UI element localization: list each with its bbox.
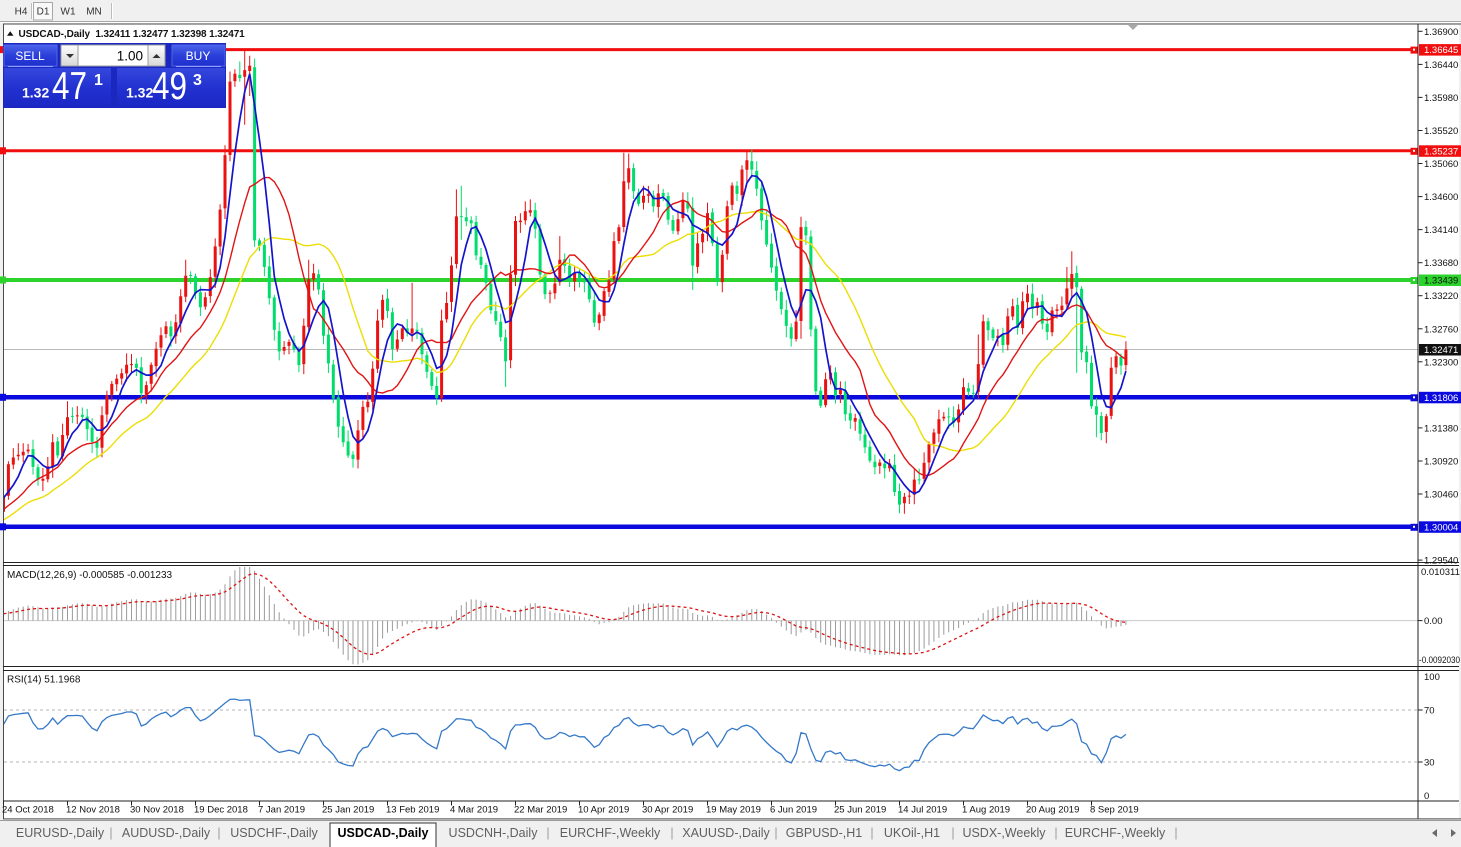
svg-text:H4: H4 [15, 7, 28, 18]
svg-text:1.30460: 1.30460 [1424, 490, 1458, 501]
svg-text:4 Mar 2019: 4 Mar 2019 [450, 805, 498, 816]
svg-text:10 Apr 2019: 10 Apr 2019 [578, 805, 629, 816]
svg-text:1.30920: 1.30920 [1424, 457, 1458, 468]
svg-text:19 Dec 2018: 19 Dec 2018 [194, 805, 248, 816]
svg-text:USDX-,Weekly: USDX-,Weekly [962, 826, 1046, 840]
svg-text:1.34140: 1.34140 [1424, 225, 1458, 236]
svg-text:1.32300: 1.32300 [1424, 357, 1458, 368]
svg-text:0.00: 0.00 [1424, 616, 1443, 627]
svg-text:USDCNH-,Daily: USDCNH-,Daily [449, 826, 539, 840]
svg-text:19 May 2019: 19 May 2019 [706, 805, 761, 816]
svg-text:|: | [1174, 826, 1177, 840]
svg-text:1.35060: 1.35060 [1424, 159, 1458, 170]
svg-text:1.35237: 1.35237 [1424, 146, 1458, 157]
svg-text:3: 3 [193, 72, 202, 89]
svg-text:1.35980: 1.35980 [1424, 93, 1458, 104]
svg-text:|: | [546, 826, 549, 840]
svg-text:1.33680: 1.33680 [1424, 258, 1458, 269]
svg-text:12 Nov 2018: 12 Nov 2018 [66, 805, 120, 816]
svg-text:USDCAD-,Daily 1.32411 1.32477: USDCAD-,Daily 1.32411 1.32477 1.32398 1.… [19, 29, 246, 40]
svg-text:1.29540: 1.29540 [1424, 556, 1458, 567]
svg-text:1.32760: 1.32760 [1424, 324, 1458, 335]
svg-text:25 Jun 2019: 25 Jun 2019 [834, 805, 886, 816]
svg-text:1.36900: 1.36900 [1424, 27, 1458, 38]
svg-text:1.33439: 1.33439 [1424, 276, 1458, 287]
svg-text:1 Aug 2019: 1 Aug 2019 [962, 805, 1010, 816]
svg-text:1.30004: 1.30004 [1424, 522, 1458, 533]
svg-text:|: | [870, 826, 873, 840]
svg-text:1.34600: 1.34600 [1424, 192, 1458, 203]
svg-text:1.32: 1.32 [126, 85, 153, 101]
svg-text:22 Mar 2019: 22 Mar 2019 [514, 805, 567, 816]
svg-text:1.33220: 1.33220 [1424, 291, 1458, 302]
svg-text:70: 70 [1424, 706, 1435, 717]
svg-text:1.36645: 1.36645 [1424, 45, 1458, 56]
svg-text:EURUSD-,Daily: EURUSD-,Daily [16, 826, 105, 840]
svg-text:UKOil-,H1: UKOil-,H1 [884, 826, 940, 840]
svg-text:30 Apr 2019: 30 Apr 2019 [642, 805, 693, 816]
svg-text:30 Nov 2018: 30 Nov 2018 [130, 805, 184, 816]
svg-text:7 Jan 2019: 7 Jan 2019 [258, 805, 305, 816]
svg-text:13 Feb 2019: 13 Feb 2019 [386, 805, 439, 816]
svg-text:49: 49 [152, 65, 187, 108]
svg-text:MACD(12,26,9) -0.000585 -0.001: MACD(12,26,9) -0.000585 -0.001233 [7, 570, 173, 581]
svg-text:USDCAD-,Daily: USDCAD-,Daily [338, 826, 429, 840]
svg-text:USDCHF-,Daily: USDCHF-,Daily [230, 826, 318, 840]
svg-text:14 Jul 2019: 14 Jul 2019 [898, 805, 947, 816]
svg-text:XAUUSD-,Daily: XAUUSD-,Daily [682, 826, 770, 840]
svg-text:1.35520: 1.35520 [1424, 126, 1458, 137]
svg-text:SELL: SELL [15, 49, 45, 63]
svg-text:1.31806: 1.31806 [1424, 393, 1458, 404]
svg-text:BUY: BUY [186, 49, 211, 63]
svg-text:|: | [951, 826, 954, 840]
svg-text:EURCHF-,Weekly: EURCHF-,Weekly [1065, 826, 1166, 840]
svg-text:1.36440: 1.36440 [1424, 60, 1458, 71]
svg-text:EURCHF-,Weekly: EURCHF-,Weekly [560, 826, 661, 840]
svg-text:1: 1 [94, 72, 103, 89]
svg-text:1.32: 1.32 [22, 85, 49, 101]
svg-text:1.31380: 1.31380 [1424, 423, 1458, 434]
svg-text:|: | [1054, 826, 1057, 840]
svg-text:GBPUSD-,H1: GBPUSD-,H1 [786, 826, 862, 840]
svg-text:|: | [217, 826, 220, 840]
svg-text:0: 0 [1424, 791, 1429, 802]
svg-text:25 Jan 2019: 25 Jan 2019 [322, 805, 374, 816]
svg-text:30: 30 [1424, 758, 1435, 769]
svg-text:6 Jun 2019: 6 Jun 2019 [770, 805, 817, 816]
svg-text:RSI(14) 51.1968: RSI(14) 51.1968 [7, 675, 81, 686]
svg-text:47: 47 [52, 65, 87, 108]
svg-text:W1: W1 [61, 7, 76, 18]
svg-text:8 Sep 2019: 8 Sep 2019 [1090, 805, 1139, 816]
svg-text:D1: D1 [37, 7, 50, 18]
svg-text:20 Aug 2019: 20 Aug 2019 [1026, 805, 1079, 816]
svg-text:0.010311: 0.010311 [1421, 567, 1460, 578]
svg-text:|: | [774, 826, 777, 840]
svg-text:|: | [670, 826, 673, 840]
svg-text:1.00: 1.00 [117, 49, 143, 64]
svg-text:MN: MN [86, 7, 102, 18]
svg-text:24 Oct 2018: 24 Oct 2018 [2, 805, 54, 816]
svg-text:|: | [109, 826, 112, 840]
svg-text:1.32471: 1.32471 [1424, 345, 1458, 356]
svg-text:AUDUSD-,Daily: AUDUSD-,Daily [122, 826, 211, 840]
svg-text:100: 100 [1424, 672, 1440, 683]
svg-text:-0.0092030: -0.0092030 [1419, 655, 1460, 666]
